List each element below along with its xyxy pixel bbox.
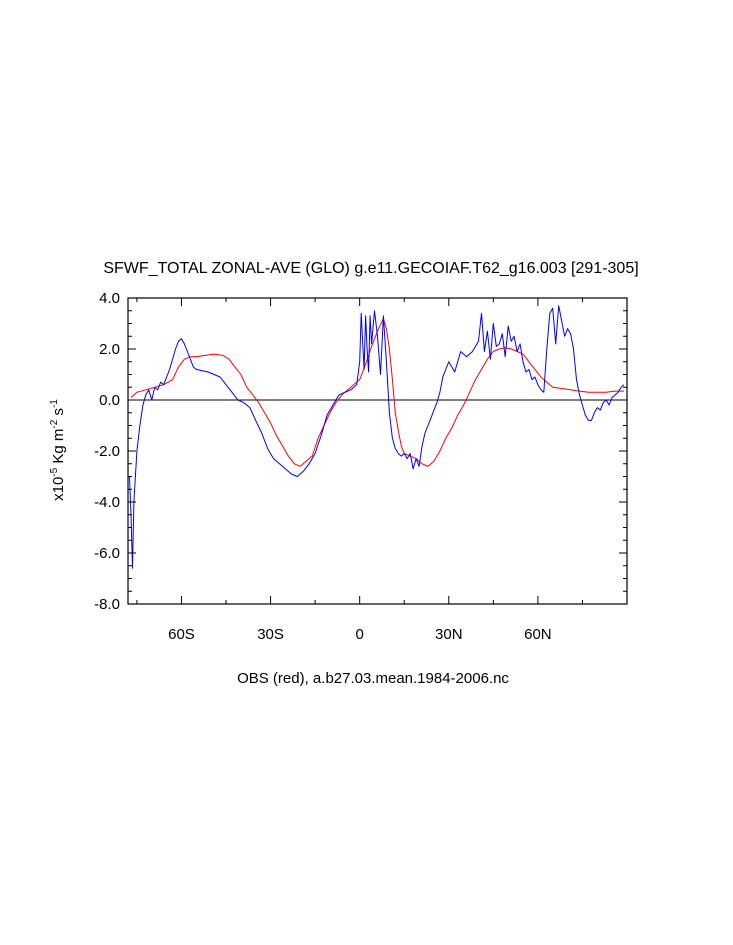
y-tick-label: 2.0 bbox=[99, 341, 120, 358]
plot-frame bbox=[127, 297, 628, 605]
x-tick-label: 30S bbox=[257, 626, 284, 643]
x-axis-label: OBS (red), a.b27.03.mean.1984-2006.nc bbox=[237, 670, 509, 687]
x-tick-label: 30N bbox=[435, 626, 463, 643]
x-tick-label: 60S bbox=[168, 626, 195, 643]
y-tick-label: -6.0 bbox=[94, 545, 120, 562]
y-tick-labels: 4.0 2.0 0.0 -2.0 -4.0 -6.0 -8.0 bbox=[94, 290, 120, 613]
series-line-model bbox=[129, 305, 625, 569]
y-tick-label: -4.0 bbox=[94, 494, 120, 511]
x-tick-label: 0 bbox=[356, 626, 364, 643]
tick-marks bbox=[128, 297, 627, 605]
x-tick-labels: 60S 30S 0 30N 60N bbox=[168, 626, 552, 643]
x-tick-label: 60N bbox=[524, 626, 552, 643]
plot-area bbox=[127, 297, 628, 605]
series-layer bbox=[129, 305, 625, 569]
y-tick-label: 0.0 bbox=[99, 392, 120, 409]
y-tick-label: -2.0 bbox=[94, 443, 120, 460]
chart-title: SFWF_TOTAL ZONAL-AVE (GLO) g.e11.GECOIAF… bbox=[103, 260, 638, 277]
y-tick-label: -8.0 bbox=[94, 596, 120, 613]
y-tick-label: 4.0 bbox=[99, 290, 120, 307]
y-axis-label: x10-5 Kg m-2 s-1 bbox=[49, 399, 67, 501]
